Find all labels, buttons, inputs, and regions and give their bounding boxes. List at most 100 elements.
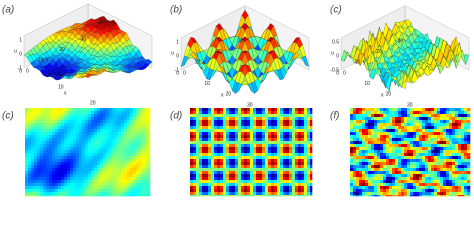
heatmap-cell: [217, 138, 221, 142]
heatmap-cell: [356, 156, 360, 160]
heatmap-cell: [310, 108, 313, 112]
heatmap-cell: [226, 153, 230, 157]
heatmap-cell: [121, 132, 125, 136]
heatmap-cell: [82, 138, 86, 142]
heatmap-cell: [271, 189, 275, 193]
heatmap-cell: [85, 126, 89, 130]
heatmap-cell: [301, 129, 305, 133]
heatmap-cell: [109, 171, 113, 175]
heatmap-cell: [383, 126, 387, 130]
heatmap-cell: [103, 135, 107, 139]
heatmap-cell: [196, 117, 200, 121]
heatmap-cell: [205, 120, 209, 124]
heatmap-cell: [55, 138, 59, 142]
heatmap-cell: [383, 120, 387, 124]
heatmap-cell: [250, 159, 254, 163]
heatmap-cell: [34, 162, 38, 166]
heatmap-cell: [208, 144, 212, 148]
heatmap-cell: [271, 123, 275, 127]
heatmap-cell: [262, 150, 266, 154]
heatmap-cell: [449, 195, 453, 197]
heatmap-cell: [238, 174, 242, 178]
heatmap-cell: [136, 150, 140, 154]
heatmap-cell: [58, 129, 62, 133]
heatmap-cell: [58, 123, 62, 127]
heatmap-cell: [440, 126, 444, 130]
heatmap-cell: [374, 150, 378, 154]
heatmap-cell: [97, 189, 101, 193]
heatmap-cell: [256, 168, 260, 172]
heatmap-cell: [310, 123, 313, 127]
heatmap-cell: [295, 162, 299, 166]
heatmap-cell: [398, 135, 402, 139]
heatmap-cell: [277, 195, 281, 197]
heatmap-cell: [28, 123, 32, 127]
heatmap-cell: [31, 150, 35, 154]
heatmap-cell: [226, 192, 230, 196]
heatmap-cell: [452, 150, 456, 154]
heatmap-cell: [274, 180, 278, 184]
heatmap-cell: [362, 126, 366, 130]
heatmap-cell: [130, 150, 134, 154]
heatmap-cell: [139, 114, 143, 118]
heatmap-cell: [88, 153, 92, 157]
heatmap-cell: [265, 120, 269, 124]
heatmap-cell: [280, 126, 284, 130]
x-tick-label: 10: [364, 81, 370, 87]
heatmap-cell: [139, 147, 143, 151]
heatmap-cell: [289, 165, 293, 169]
heatmap-cell: [301, 111, 305, 115]
heatmap-cell: [235, 132, 239, 136]
heatmap-cell: [304, 153, 308, 157]
heatmap-cell: [112, 141, 116, 145]
heatmap-cell: [422, 171, 426, 175]
heatmap-cell: [425, 177, 429, 181]
heatmap-cell: [274, 168, 278, 172]
heatmap-cell: [271, 180, 275, 184]
heatmap-cell: [106, 114, 110, 118]
heatmap-cell: [416, 138, 420, 142]
heatmap-cell: [142, 192, 146, 196]
heatmap-cell: [196, 153, 200, 157]
heatmap-cell: [407, 144, 411, 148]
heatmap-cell: [256, 153, 260, 157]
heatmap-cell: [226, 147, 230, 151]
heatmap-cell: [31, 129, 35, 133]
heatmap-cell: [256, 141, 260, 145]
heatmap-cell: [365, 189, 369, 193]
heatmap-cell: [112, 132, 116, 136]
heatmap-cell: [37, 153, 41, 157]
heatmap-cell: [365, 108, 369, 112]
heatmap-cell: [389, 183, 393, 187]
heatmap-cell: [55, 132, 59, 136]
heatmap-cell: [443, 150, 447, 154]
heatmap-cell: [458, 150, 462, 154]
heatmap-cell: [383, 138, 387, 142]
heatmap-cell: [380, 144, 384, 148]
heatmap-cell: [295, 177, 299, 181]
heatmap-cell: [196, 156, 200, 160]
heatmap-cell: [139, 156, 143, 160]
heatmap-cell: [226, 117, 230, 121]
heatmap-cell: [374, 162, 378, 166]
heatmap-cell: [410, 147, 414, 151]
heatmap-cell: [97, 126, 101, 130]
heatmap-cell: [353, 135, 357, 139]
heatmap-cell: [88, 111, 92, 115]
heatmap-cell: [253, 159, 257, 163]
heatmap-cell: [148, 117, 151, 121]
heatmap-cell: [109, 135, 113, 139]
heatmap-cell: [220, 183, 224, 187]
heatmap-cell: [226, 165, 230, 169]
heatmap-cell: [274, 135, 278, 139]
heatmap-cell: [247, 144, 251, 148]
heatmap-cell: [380, 111, 384, 115]
heatmap-cell: [259, 174, 263, 178]
heatmap-cell: [40, 147, 44, 151]
heatmap-cell: [88, 138, 92, 142]
heatmap-cell: [73, 177, 77, 181]
heatmap-cell: [37, 195, 41, 197]
heatmap-cell: [133, 141, 137, 145]
heatmap-cell: [440, 156, 444, 160]
heatmap-cell: [365, 195, 369, 197]
